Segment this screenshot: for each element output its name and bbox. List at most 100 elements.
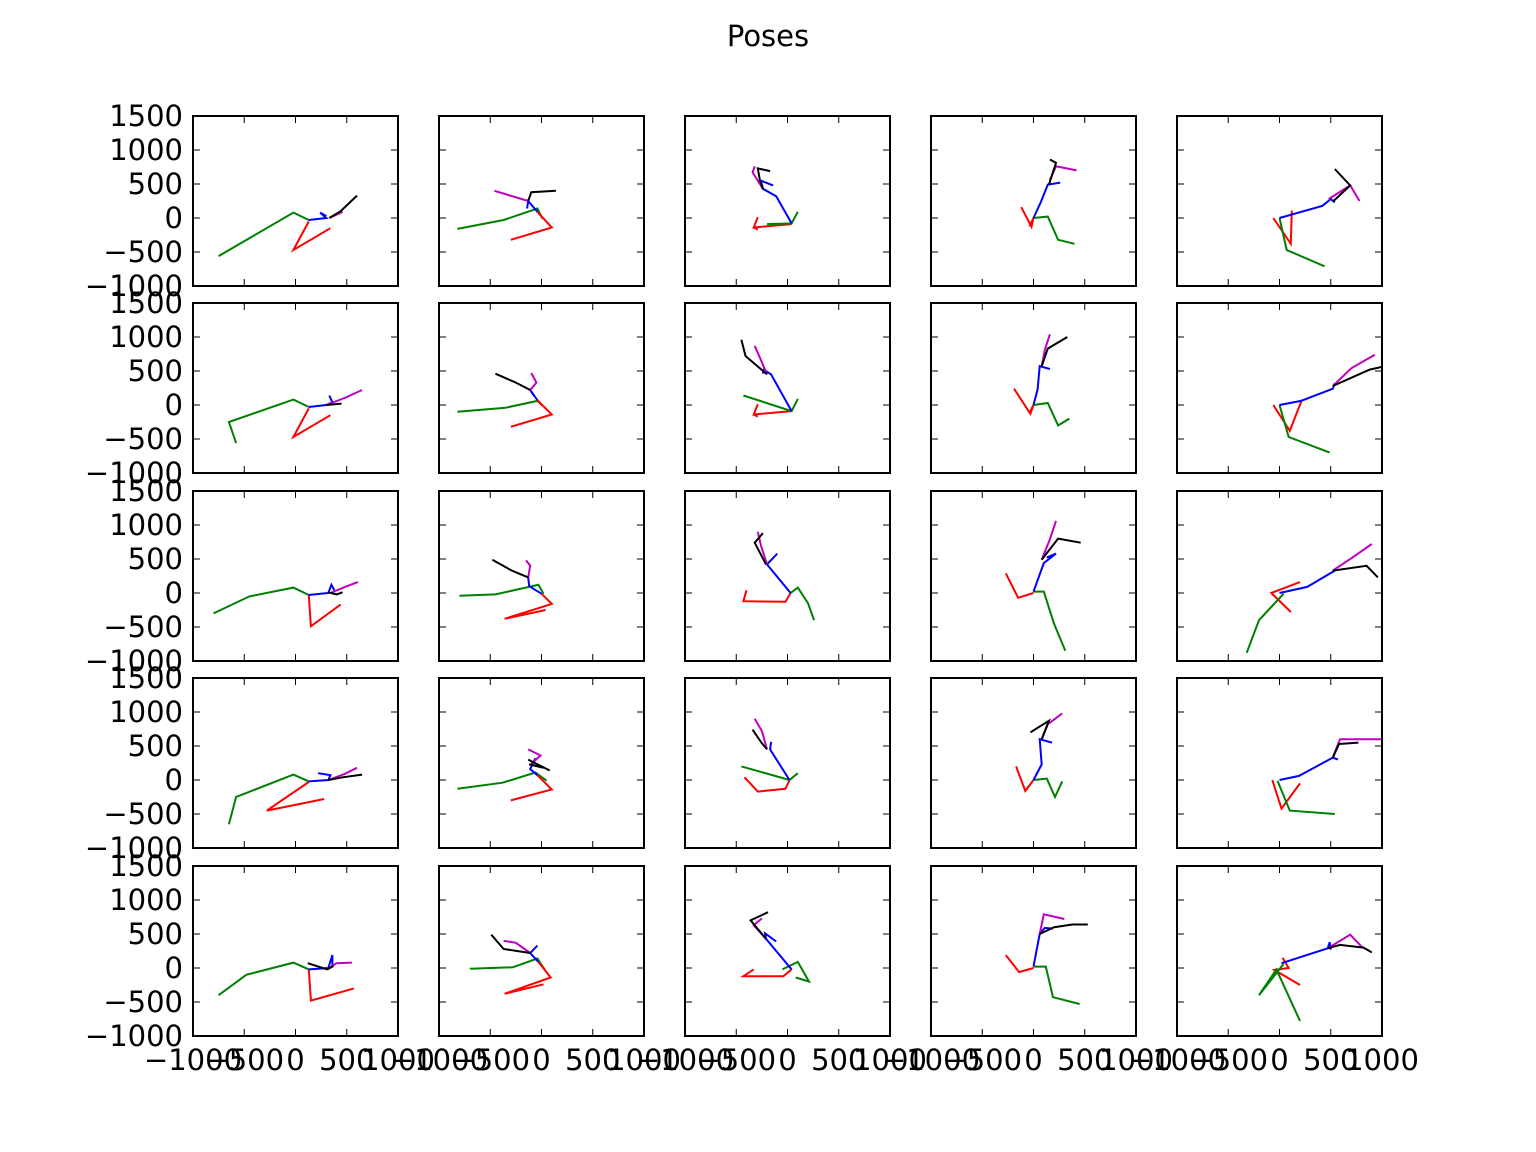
axes-frame — [684, 302, 891, 474]
pose-limb-black — [328, 591, 343, 596]
y-tick-label: 500 — [128, 917, 183, 951]
pose-lines — [1272, 353, 1382, 454]
axes-frame — [438, 490, 645, 662]
axes-frame — [438, 115, 645, 287]
pose-lines — [1013, 333, 1070, 427]
x-tick-label: 1000 — [607, 1043, 681, 1077]
axes-frame — [1176, 677, 1383, 849]
pose-limb-black — [1327, 943, 1373, 954]
x-tick-label: −500 — [204, 1043, 284, 1077]
pose-limb-red — [1271, 779, 1301, 811]
pose-limb-green — [766, 211, 799, 226]
subplot-r0-c1 — [438, 115, 645, 287]
pose-limb-green — [1258, 963, 1301, 1022]
pose-limb-magenta — [756, 531, 768, 565]
pose-lines — [1015, 712, 1064, 800]
pose-limb-magenta — [330, 581, 359, 594]
y-tick-label: 1500 — [109, 849, 183, 883]
pose-limb-magenta — [1040, 520, 1057, 561]
pose-lines — [457, 748, 554, 802]
y-tick-label: 0 — [165, 951, 183, 985]
pose-limb-red — [266, 781, 325, 812]
pose-limb-magenta — [494, 189, 529, 202]
y-tick-label: 1000 — [109, 883, 183, 917]
x-tick-label: 1000 — [1099, 1043, 1173, 1077]
pose-limb-black — [751, 729, 768, 751]
subplot-r1-c4 — [1176, 302, 1383, 474]
subplot-r0-c4 — [1176, 115, 1383, 287]
y-tick-label: 1000 — [109, 133, 183, 167]
axes-frame — [684, 490, 891, 662]
pose-limb-blue — [1032, 737, 1053, 781]
pose-lines — [1004, 520, 1081, 652]
pose-limb-red — [510, 211, 554, 241]
pose-limb-black — [740, 339, 768, 376]
y-tick-label: 500 — [128, 354, 183, 388]
pose-limb-black — [1331, 741, 1359, 759]
pose-limb-red — [510, 399, 554, 428]
pose-limb-black — [328, 773, 363, 781]
pose-limb-green — [1033, 590, 1067, 652]
pose-limb-blue — [1032, 926, 1054, 967]
pose-limb-magenta — [753, 345, 768, 375]
pose-limb-red — [742, 590, 792, 603]
subplot-r2-c2 — [684, 490, 891, 662]
x-tick-label: 500 — [319, 1043, 374, 1077]
y-tick-label: 1000 — [109, 695, 183, 729]
pose-limb-red — [307, 969, 355, 1002]
pose-lines — [740, 911, 812, 984]
pose-limb-red — [1271, 957, 1301, 986]
x-tick-label: 0 — [286, 1043, 304, 1077]
pose-limb-red — [1004, 572, 1034, 600]
pose-limb-black — [307, 962, 334, 971]
pose-limb-green — [1278, 404, 1331, 454]
y-tick-label: −500 — [103, 422, 183, 456]
y-tick-label: 0 — [165, 763, 183, 797]
subplot-r0-c2 — [684, 115, 891, 287]
pose-limb-magenta — [751, 165, 764, 190]
axes-frame — [930, 115, 1137, 287]
pose-limb-red — [1015, 766, 1035, 793]
axes-frame — [1176, 490, 1383, 662]
axes-frame — [192, 302, 399, 474]
pose-limb-blue — [1032, 181, 1061, 219]
pose-limb-magenta — [1332, 543, 1373, 572]
axes-frame — [930, 302, 1137, 474]
pose-limb-blue — [1032, 552, 1057, 592]
pose-limb-blue — [527, 577, 543, 595]
pose-limb-black — [1039, 923, 1088, 935]
pose-limb-blue — [308, 582, 336, 596]
y-tick-label: −500 — [103, 797, 183, 831]
pose-limb-black — [749, 911, 769, 940]
subplot-r3-c3 — [930, 677, 1137, 849]
pose-limb-black — [1047, 158, 1058, 186]
y-tick-label: 1500 — [109, 99, 183, 133]
pose-limb-red — [1269, 581, 1301, 613]
x-tick-label: 1000 — [1345, 1043, 1419, 1077]
pose-limb-red — [290, 407, 331, 440]
pose-limb-red — [752, 403, 792, 418]
y-tick-label: 1500 — [109, 474, 183, 508]
axes-frame — [438, 865, 645, 1037]
y-tick-label: 1000 — [109, 508, 183, 542]
pose-limb-green — [227, 773, 310, 825]
pose-lines — [459, 558, 554, 620]
pose-limb-green — [1033, 777, 1064, 800]
pose-lines — [218, 954, 355, 1002]
y-tick-label: 0 — [165, 576, 183, 610]
axes-frame — [192, 490, 399, 662]
pose-limb-green — [1278, 217, 1325, 268]
figure-title: Poses — [727, 19, 809, 53]
x-tick-label: −1000 — [1128, 1043, 1226, 1077]
pose-limb-black — [753, 532, 767, 565]
pose-limb-blue — [308, 211, 329, 221]
y-tick-label: −1000 — [85, 269, 183, 303]
axes-frame — [192, 677, 399, 849]
pose-limb-magenta — [1327, 933, 1364, 950]
x-tick-label: −500 — [942, 1043, 1022, 1077]
y-tick-label: −1000 — [85, 831, 183, 865]
pose-limb-green — [218, 961, 310, 997]
pose-limb-black — [756, 167, 771, 190]
x-tick-label: 500 — [1303, 1043, 1358, 1077]
